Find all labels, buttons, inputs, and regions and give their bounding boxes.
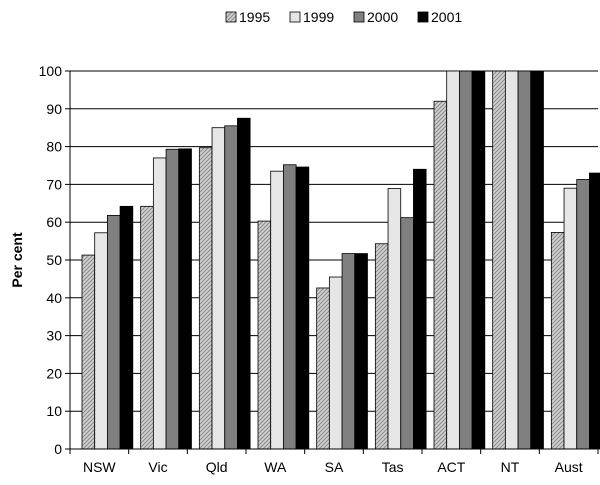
bar-act-1999 [446, 70, 460, 450]
y-tick-label: 100 [39, 63, 63, 79]
legend-swatch-2000 [353, 11, 365, 23]
x-tick-label: SA [325, 459, 344, 475]
y-tick-labels: 0 10 20 30 40 50 60 70 80 90 100 [39, 63, 63, 457]
legend-label-2001: 2001 [431, 9, 462, 25]
bar-nt-1995 [492, 70, 506, 450]
y-tick-label: 30 [46, 328, 62, 344]
y-axis-label: Per cent [9, 232, 25, 288]
bar-act-1995 [433, 100, 448, 450]
bar-act-2001 [471, 70, 486, 450]
y-tick-label: 10 [46, 403, 62, 419]
y-tick-label: 50 [46, 252, 62, 268]
bar-vic-1999 [152, 157, 167, 450]
x-tick-label: Tas [382, 459, 404, 475]
bar-qld-1999 [211, 127, 226, 450]
y-tick-label: 60 [46, 214, 62, 230]
x-tick-label: ACT [437, 459, 465, 475]
x-tick-label: NSW [83, 459, 116, 475]
legend-label-1999: 1999 [303, 9, 334, 25]
legend-label-1995: 1995 [239, 9, 270, 25]
bar-wa-1999 [270, 170, 284, 450]
y-tick-label: 80 [46, 139, 62, 155]
bar-aust-1999 [563, 187, 578, 450]
y-tick-label: 20 [46, 365, 62, 381]
bar-wa-2000 [282, 164, 297, 450]
bar-act-2000 [458, 70, 473, 450]
bar-tas-2000 [400, 217, 414, 450]
bar-aust-1995 [550, 232, 565, 450]
bar-aust-2000 [576, 179, 590, 450]
x-tick-label: Qld [206, 459, 228, 475]
bar-wa-1995 [257, 220, 272, 450]
y-tick-label: 40 [46, 290, 62, 306]
bar-vic-2000 [165, 148, 180, 450]
bar-tas-1995 [374, 243, 389, 450]
bar-sa-2000 [341, 253, 356, 450]
x-tick-label: Aust [555, 459, 583, 475]
bar-qld-2001 [237, 117, 251, 450]
bar-nsw-2001 [119, 205, 134, 450]
bar-nsw-1999 [94, 232, 108, 450]
bar-wa-2001 [295, 166, 310, 450]
legend-swatch-2001 [417, 11, 429, 23]
bar-tas-1999 [387, 188, 402, 450]
x-tick-label: WA [264, 459, 287, 475]
bar-tas-2001 [413, 168, 427, 450]
bar-sa-2001 [354, 253, 368, 450]
y-tick-label: 70 [46, 176, 62, 192]
bar-nt-2001 [530, 70, 544, 450]
axes [69, 71, 598, 450]
legend-swatch-1995 [225, 11, 237, 23]
x-tick-label: Vic [148, 459, 167, 475]
bar-nt-2000 [517, 70, 532, 450]
legend-swatch-1999 [289, 11, 301, 23]
legend-label-2000: 2000 [367, 9, 398, 25]
bar-vic-2001 [178, 148, 192, 450]
legend: 1995 1999 2000 2001 [225, 9, 462, 25]
x-tick-labels: NSW Vic Qld WA SA Tas ACT NT Aust [83, 459, 583, 475]
y-tick-label: 90 [46, 101, 62, 117]
bar-sa-1999 [328, 276, 343, 450]
bar-nsw-1995 [81, 254, 96, 450]
bar-vic-1995 [140, 205, 154, 450]
bar-sa-1995 [316, 287, 330, 450]
bar-nt-1999 [504, 70, 519, 450]
bar-qld-2000 [224, 125, 238, 450]
bar-aust-2001 [589, 172, 600, 450]
x-tick-label: NT [501, 459, 520, 475]
y-tick-label: 0 [54, 441, 62, 457]
bar-nsw-2000 [107, 214, 121, 450]
bar-qld-1995 [198, 147, 213, 450]
bars [69, 70, 600, 454]
